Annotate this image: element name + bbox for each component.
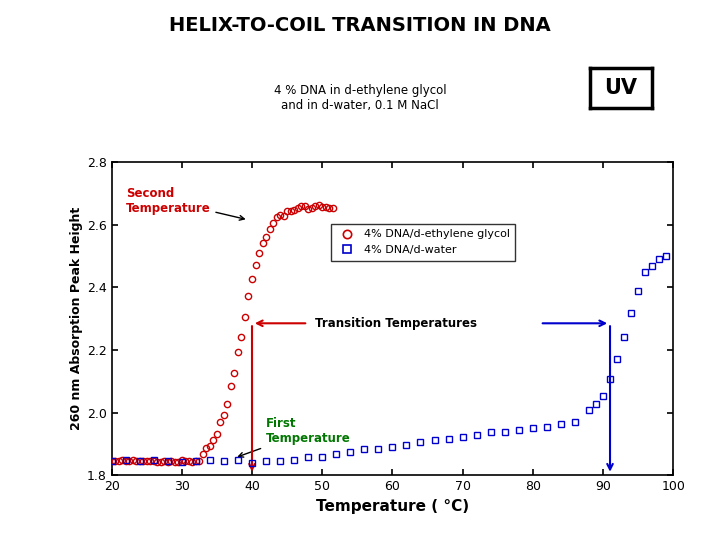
- Y-axis label: 260 nm Absorption Peak Height: 260 nm Absorption Peak Height: [70, 207, 83, 430]
- Legend: 4% DNA/d-ethylene glycol, 4% DNA/d-water: 4% DNA/d-ethylene glycol, 4% DNA/d-water: [330, 224, 516, 261]
- X-axis label: Temperature ( °C): Temperature ( °C): [316, 498, 469, 514]
- Text: 4 % DNA in d-ethylene glycol
and in d-water, 0.1 M NaCl: 4 % DNA in d-ethylene glycol and in d-wa…: [274, 84, 446, 112]
- Text: Transition Temperatures: Transition Temperatures: [315, 317, 477, 330]
- Text: UV: UV: [605, 78, 637, 98]
- Text: HELIX-TO-COIL TRANSITION IN DNA: HELIX-TO-COIL TRANSITION IN DNA: [169, 16, 551, 35]
- Text: Second
Temperature: Second Temperature: [125, 187, 244, 220]
- Text: First
Temperature: First Temperature: [238, 417, 351, 457]
